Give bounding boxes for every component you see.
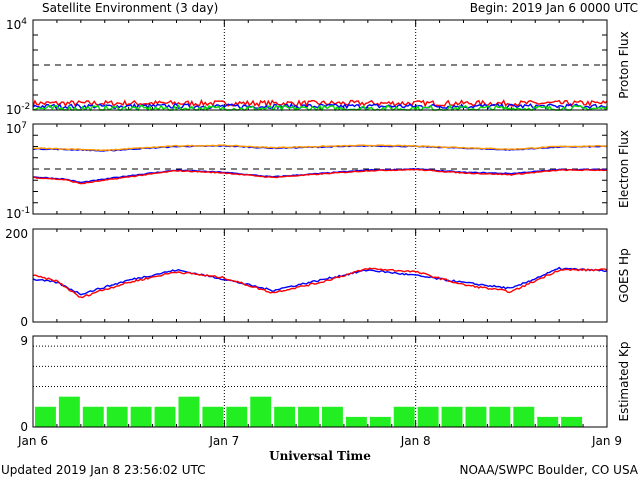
kp-bar — [298, 406, 319, 427]
series-line-1 — [32, 144, 608, 152]
kp-bar — [178, 396, 200, 427]
credit-label: NOAA/SWPC Boulder, CO USA — [460, 463, 639, 477]
kp-bar — [417, 406, 439, 427]
y-tick-label-bottom: 0 — [20, 420, 28, 434]
kp-bar — [465, 406, 487, 427]
kp-bar — [513, 406, 535, 427]
y-tick-label-top: 107 — [6, 121, 27, 136]
x-tick-label: Jan 9 — [591, 434, 622, 448]
kp-bar — [226, 406, 248, 427]
panel-kp: 9 0 Estimated Kp — [20, 334, 631, 434]
x-tick-label: Jan 7 — [208, 434, 239, 448]
y-axis-label: Proton Flux — [617, 31, 631, 98]
y-tick-label-top: 104 — [6, 17, 27, 32]
x-axis-label: Universal Time — [269, 449, 371, 463]
panel-frame — [32, 123, 608, 215]
kp-bar — [130, 406, 152, 427]
y-axis-label: GOES Hp — [617, 248, 631, 302]
kp-bar — [82, 406, 104, 427]
kp-bar — [35, 406, 56, 427]
panel-frame — [32, 19, 608, 111]
kp-bar — [274, 406, 296, 427]
y-tick-label-bottom: 10-1 — [6, 206, 30, 221]
y-tick-label-bottom: 0 — [20, 315, 28, 329]
panel-electron: 107 10-1 Electron Flux — [6, 121, 631, 221]
kp-bar — [537, 416, 559, 427]
kp-bar — [441, 406, 463, 427]
series-line-1 — [32, 102, 608, 110]
kp-bar — [154, 406, 176, 427]
series-line-2 — [32, 167, 607, 184]
kp-bar — [489, 406, 511, 427]
series-line-1 — [32, 267, 608, 299]
y-tick-label-top: 200 — [5, 227, 28, 241]
begin-label: Begin: 2019 Jan 6 0000 UTC — [470, 1, 638, 15]
kp-bar — [369, 416, 391, 427]
kp-bar — [393, 406, 415, 427]
kp-bar — [58, 396, 80, 427]
y-axis-label: Estimated Kp — [617, 342, 631, 422]
y-axis-label: Electron Flux — [617, 130, 631, 208]
kp-bar — [345, 416, 367, 427]
kp-bar — [561, 416, 583, 427]
panel-proton: 104 10-2 Proton Flux — [6, 17, 631, 117]
chart-title: Satellite Environment (3 day) — [42, 1, 218, 15]
x-tick-label: Jan 6 — [17, 434, 48, 448]
panel-frame — [32, 228, 608, 323]
kp-bar — [322, 406, 343, 427]
updated-label: Updated 2019 Jan 8 23:56:02 UTC — [1, 463, 206, 477]
kp-bar — [202, 406, 224, 427]
panel-frame — [32, 335, 608, 428]
y-tick-label-top: 9 — [20, 334, 28, 348]
series-line-3 — [32, 168, 608, 185]
kp-bar — [106, 406, 128, 427]
series-line-0 — [32, 266, 608, 296]
x-tick-label: Jan 8 — [400, 434, 431, 448]
kp-bar — [250, 396, 272, 427]
panel-goes_hp: 200 0 GOES Hp — [5, 227, 631, 329]
y-tick-label-bottom: 10-2 — [6, 102, 30, 117]
